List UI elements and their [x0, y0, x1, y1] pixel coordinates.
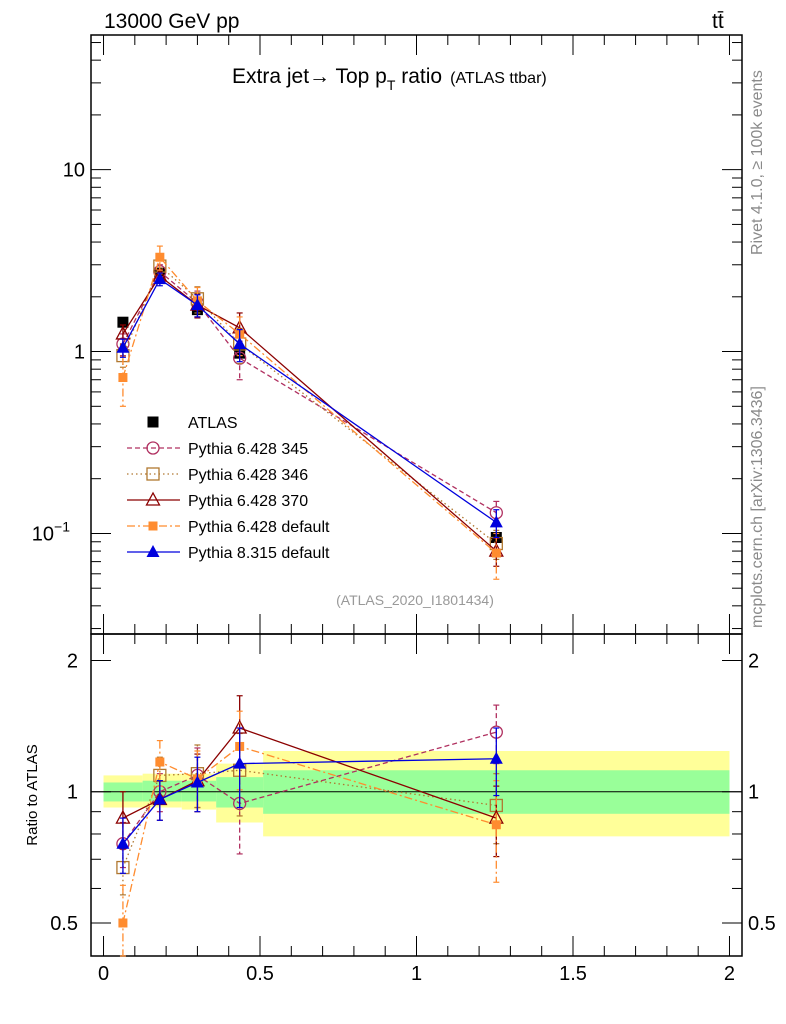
legend-marker — [145, 491, 161, 506]
legend-entry: Pythia 6.428 346 — [127, 467, 308, 484]
x-tick-label: 0.5 — [246, 963, 274, 985]
ratio-y-tick-label-left: 2 — [67, 650, 78, 672]
legend-marker — [146, 441, 160, 455]
main-series-point — [491, 548, 501, 558]
main-series-point — [116, 340, 130, 353]
legend-marker — [148, 521, 158, 531]
ratio-series-group — [115, 695, 504, 957]
ratio-series-point — [155, 757, 165, 767]
legend-entry: Pythia 6.428 default — [127, 519, 330, 536]
legend-entry: Pythia 6.428 345 — [127, 441, 308, 458]
legend-marker — [147, 416, 159, 428]
chart-title-sub: T — [387, 77, 396, 93]
main-series-line — [122, 275, 497, 552]
ratio-series-point — [233, 756, 247, 769]
ratio-series-point — [489, 751, 503, 764]
axis-ticks — [91, 35, 742, 956]
ratio-series-point — [491, 820, 501, 830]
main-y-tick-label: 10−1 — [32, 518, 70, 545]
main-series-pythia-6-428-346 — [116, 258, 503, 560]
main-data-atlas — [117, 267, 502, 545]
chart-title-small: (ATLAS ttbar) — [450, 70, 547, 87]
ratio-y-tick-label-left: 1 — [67, 782, 78, 804]
process-label: tt̄ — [712, 10, 724, 33]
legend-entry: Pythia 6.428 370 — [127, 491, 308, 510]
main-series-group — [115, 245, 504, 580]
ratio-series-line — [122, 769, 497, 868]
ratio-series-point — [190, 775, 204, 788]
ratio-y-tick-label-right: 1 — [748, 782, 759, 804]
rivet-version-label: Rivet 4.1.0, ≥ 100k events — [749, 70, 766, 255]
legend: ATLAS Pythia 6.428 345 Pythia 6.428 346 Pyt… — [127, 415, 330, 562]
x-tick-label: 2 — [724, 963, 735, 985]
ratio-series-point — [153, 792, 167, 805]
ratio-y-axis-label: Ratio to ATLAS — [24, 744, 41, 845]
x-tick-label: 1.5 — [559, 963, 587, 985]
main-y-tick-label: 1 — [74, 342, 85, 364]
x-tick-label: 0 — [98, 963, 109, 985]
main-series-point — [153, 272, 167, 285]
data-point — [117, 316, 129, 328]
main-series-line — [122, 255, 497, 554]
source-label: mcplots.cern.ch [arXiv:1306.3436] — [749, 386, 766, 628]
legend-label: Pythia 6.428 default — [188, 519, 330, 536]
main-series-point — [233, 337, 247, 350]
legend-label: Pythia 6.428 346 — [188, 467, 308, 484]
ratio-series-pythia-8-315-default — [116, 727, 503, 874]
main-series-point — [155, 252, 165, 262]
legend-label: ATLAS — [188, 415, 238, 432]
legend-label: Pythia 6.428 370 — [188, 493, 308, 510]
ratio-y-tick-label-right: 0.5 — [748, 913, 776, 935]
energy-label: 13000 GeV pp — [104, 10, 239, 33]
analysis-id: (ATLAS_2020_I1801434) — [336, 592, 494, 608]
chart-title: Extra jet→ Top pT ratio (ATLAS ttbar) — [232, 65, 547, 93]
legend-label: Pythia 8.315 default — [188, 545, 330, 562]
tick-exponent: −1 — [54, 518, 70, 534]
chart-title-rest: ratio — [395, 65, 442, 88]
tick-base: 10 — [32, 523, 54, 545]
ratio-series-point — [116, 836, 130, 849]
ratio-y-tick-label-left: 0.5 — [50, 913, 78, 935]
main-y-tick-label: 10 — [63, 160, 85, 182]
main-series-point — [489, 515, 503, 528]
x-tick-label: 1 — [411, 963, 422, 985]
legend-entry: ATLAS — [147, 415, 238, 432]
chart-title-main: Extra jet→ Top p — [232, 65, 387, 88]
main-series-point — [190, 298, 204, 311]
legend-marker — [146, 467, 160, 481]
legend-entry: Pythia 8.315 default — [127, 545, 330, 562]
main-series-pythia-8-315-default — [116, 272, 503, 539]
legend-label: Pythia 6.428 345 — [188, 441, 308, 458]
ratio-series-point — [118, 918, 128, 928]
ratio-y-tick-label-right: 2 — [748, 650, 759, 672]
main-series-point — [118, 373, 128, 383]
legend-marker — [146, 545, 160, 557]
